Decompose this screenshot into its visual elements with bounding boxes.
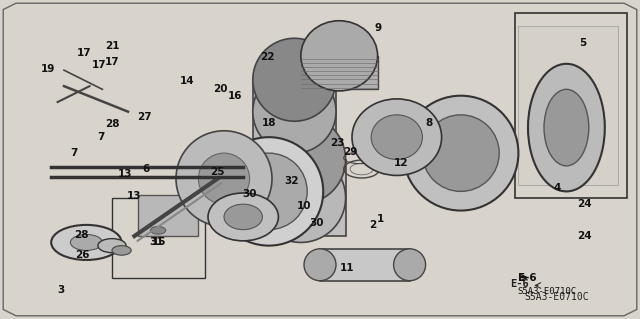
Text: S5A3-E0710C: S5A3-E0710C — [518, 287, 577, 296]
Text: 30: 30 — [243, 189, 257, 199]
Text: 28: 28 — [105, 119, 119, 129]
Bar — [112, 198, 205, 278]
Text: 21: 21 — [105, 41, 119, 51]
Ellipse shape — [301, 21, 378, 91]
Text: E-6: E-6 — [510, 279, 529, 289]
Text: 17: 17 — [105, 57, 119, 67]
Text: 25: 25 — [211, 167, 225, 177]
Bar — [515, 13, 627, 198]
Ellipse shape — [224, 204, 262, 230]
Text: 11: 11 — [340, 263, 355, 273]
Text: 2: 2 — [369, 220, 376, 230]
Text: 7: 7 — [70, 148, 77, 158]
Text: 31: 31 — [150, 237, 164, 247]
Text: 4: 4 — [553, 183, 561, 193]
Ellipse shape — [544, 89, 589, 166]
Ellipse shape — [256, 115, 346, 204]
Text: 24: 24 — [577, 231, 591, 241]
Ellipse shape — [422, 115, 499, 191]
Text: 6: 6 — [142, 164, 150, 174]
Ellipse shape — [253, 70, 336, 153]
Text: 9: 9 — [374, 23, 381, 33]
Text: 10: 10 — [297, 201, 311, 211]
Circle shape — [150, 226, 166, 234]
Text: 17: 17 — [92, 60, 106, 70]
Text: 17: 17 — [77, 48, 92, 58]
Ellipse shape — [176, 131, 272, 226]
Polygon shape — [3, 3, 637, 316]
Text: 19: 19 — [41, 63, 55, 74]
Ellipse shape — [352, 99, 442, 175]
Circle shape — [70, 234, 102, 250]
Text: 16: 16 — [228, 91, 243, 101]
Text: 7: 7 — [97, 132, 105, 142]
Text: 27: 27 — [137, 112, 151, 122]
Text: 12: 12 — [394, 158, 408, 168]
Ellipse shape — [198, 153, 250, 204]
Text: 29: 29 — [344, 147, 358, 158]
Text: 1: 1 — [377, 213, 385, 224]
Bar — [518, 26, 618, 185]
Ellipse shape — [256, 153, 346, 242]
Ellipse shape — [230, 153, 307, 230]
Ellipse shape — [253, 38, 336, 121]
Text: 32: 32 — [284, 176, 298, 186]
Text: 13: 13 — [118, 169, 132, 179]
Bar — [256, 160, 346, 236]
Text: 13: 13 — [127, 191, 141, 201]
Text: 22: 22 — [260, 52, 275, 62]
Bar — [253, 80, 336, 144]
Text: E-6: E-6 — [518, 272, 537, 283]
Ellipse shape — [214, 137, 323, 246]
Text: 30: 30 — [310, 218, 324, 228]
Text: 23: 23 — [330, 138, 344, 148]
Text: 3: 3 — [57, 285, 65, 295]
Ellipse shape — [371, 115, 422, 160]
Circle shape — [51, 225, 122, 260]
Text: 5: 5 — [579, 38, 586, 48]
Ellipse shape — [403, 96, 518, 211]
Text: 28: 28 — [74, 230, 88, 241]
Bar — [138, 195, 198, 236]
Text: 8: 8 — [425, 118, 433, 128]
Bar — [301, 56, 378, 89]
Ellipse shape — [528, 64, 605, 191]
Text: 20: 20 — [214, 84, 228, 94]
Ellipse shape — [208, 193, 278, 241]
Circle shape — [98, 239, 126, 253]
Text: 18: 18 — [262, 118, 276, 128]
Ellipse shape — [304, 249, 336, 281]
Text: 26: 26 — [75, 249, 89, 260]
Text: 24: 24 — [577, 199, 591, 209]
Ellipse shape — [394, 249, 426, 281]
Text: S5A3-E0710C: S5A3-E0710C — [525, 292, 589, 302]
Bar — [320, 249, 410, 281]
Text: 14: 14 — [180, 76, 195, 86]
Circle shape — [112, 246, 131, 255]
Text: 15: 15 — [152, 237, 166, 247]
